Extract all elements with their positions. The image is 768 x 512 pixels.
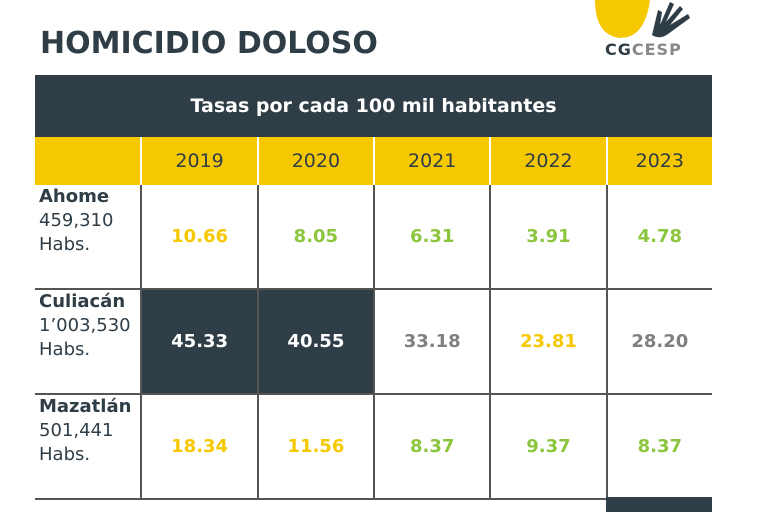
logo-text: CGCESP (605, 40, 682, 59)
rate-cell: 4.78 (605, 185, 712, 288)
table-row: Ahome 459,310 Habs. 10.66 8.05 6.31 3.91 4… (35, 185, 712, 290)
hands-logo-icon (595, 0, 690, 38)
rate-cell: 23.81 (489, 290, 605, 393)
year-header: 2023 (605, 137, 712, 185)
rate-cell: 10.66 (140, 185, 256, 288)
city-cell: Ahome 459,310 Habs. (39, 186, 114, 255)
rate-cell: 8.37 (605, 395, 712, 498)
next-row-dark-cell (606, 497, 712, 512)
table-caption: Tasas por cada 100 mil habitantes (35, 75, 712, 137)
table-row: Mazatlán 501,441 Habs. 18.34 11.56 8.37 9.… (35, 395, 712, 500)
page-title: HOMICIDIO DOLOSO (40, 26, 378, 61)
year-header: 2020 (256, 137, 373, 185)
rate-cell: 3.91 (489, 185, 605, 288)
table-row: Culiacán 1’003,530 Habs. 45.33 40.55 33.18… (35, 290, 712, 395)
rate-cell: 8.37 (373, 395, 489, 498)
year-header-row: 2019 2020 2021 2022 2023 (35, 137, 712, 185)
year-header: 2019 (140, 137, 256, 185)
rate-cell: 9.37 (489, 395, 605, 498)
rate-cell: 11.56 (256, 395, 373, 498)
city-cell: Culiacán 1’003,530 Habs. (39, 291, 131, 360)
rate-cell: 40.55 (256, 290, 374, 393)
rate-cell: 45.33 (140, 290, 257, 393)
rate-cell: 8.05 (256, 185, 373, 288)
year-header: 2021 (373, 137, 489, 185)
rate-cell: 28.20 (605, 290, 712, 393)
rate-cell: 6.31 (373, 185, 489, 288)
city-cell: Mazatlán 501,441 Habs. (39, 396, 132, 465)
year-header: 2022 (489, 137, 605, 185)
homicide-rates-table: Tasas por cada 100 mil habitantes 2019 2… (35, 75, 712, 500)
rate-cell: 18.34 (140, 395, 256, 498)
rate-cell: 33.18 (373, 290, 489, 393)
